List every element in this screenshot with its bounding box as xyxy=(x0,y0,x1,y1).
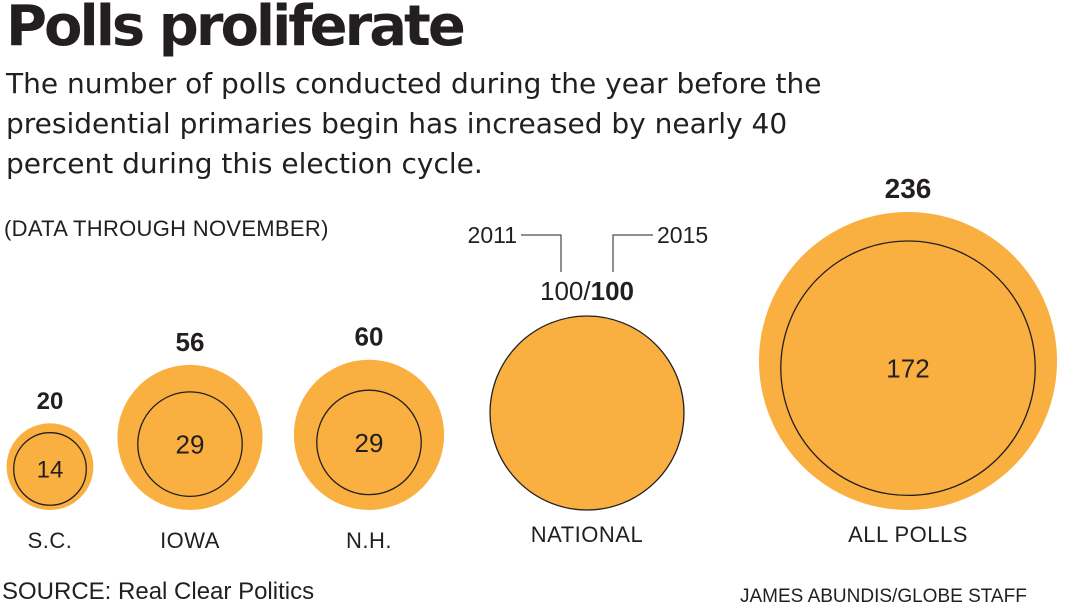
circle-2011-iowa xyxy=(137,391,243,498)
chart-title: Polls proliferate xyxy=(6,0,466,59)
chart-subtitle: The number of polls conducted during the… xyxy=(6,67,822,180)
circle-2015-s-c xyxy=(6,423,94,510)
category-label-national: NATIONAL xyxy=(531,522,643,547)
value-pair-national: 100/100 xyxy=(540,276,634,306)
source-note: SOURCE: Real Clear Politics xyxy=(2,578,315,605)
circle-2015-all-polls xyxy=(758,211,1058,510)
value-2011-n-h: 29 xyxy=(355,428,384,458)
category-label-s-c: S.C. xyxy=(28,528,73,553)
value-2011-iowa: 29 xyxy=(176,429,205,459)
legend-label-2015: 2015 xyxy=(657,222,708,248)
value-2015-national: 100 xyxy=(591,276,634,306)
legend-label-2011: 2011 xyxy=(468,222,517,248)
circle-2015-n-h xyxy=(293,359,445,511)
value-2015-iowa: 56 xyxy=(176,327,205,357)
value-2015-s-c: 20 xyxy=(37,388,64,415)
value-2015-n-h: 60 xyxy=(355,322,384,352)
value-2011-national: 100/ xyxy=(540,276,591,306)
value-2015-all-polls: 236 xyxy=(885,173,932,204)
category-label-all-polls: ALL POLLS xyxy=(848,522,968,547)
category-label-n-h: N.H. xyxy=(346,528,392,553)
data-note: (DATA THROUGH NOVEMBER) xyxy=(4,216,329,241)
value-2011-all-polls: 172 xyxy=(886,354,929,384)
value-2011-s-c: 14 xyxy=(37,457,64,484)
circle-2011-s-c xyxy=(13,432,87,506)
circle-2015-national xyxy=(489,315,685,511)
legend-line-2011 xyxy=(521,234,562,272)
credit-line: JAMES ABUNDIS/GLOBE STAFF xyxy=(740,586,1027,607)
category-label-iowa: IOWA xyxy=(160,528,220,553)
circle-2015-iowa xyxy=(117,364,263,510)
circle-2011-all-polls xyxy=(780,240,1036,497)
circle-2011-n-h xyxy=(316,389,422,496)
legend-line-2015 xyxy=(612,234,653,272)
